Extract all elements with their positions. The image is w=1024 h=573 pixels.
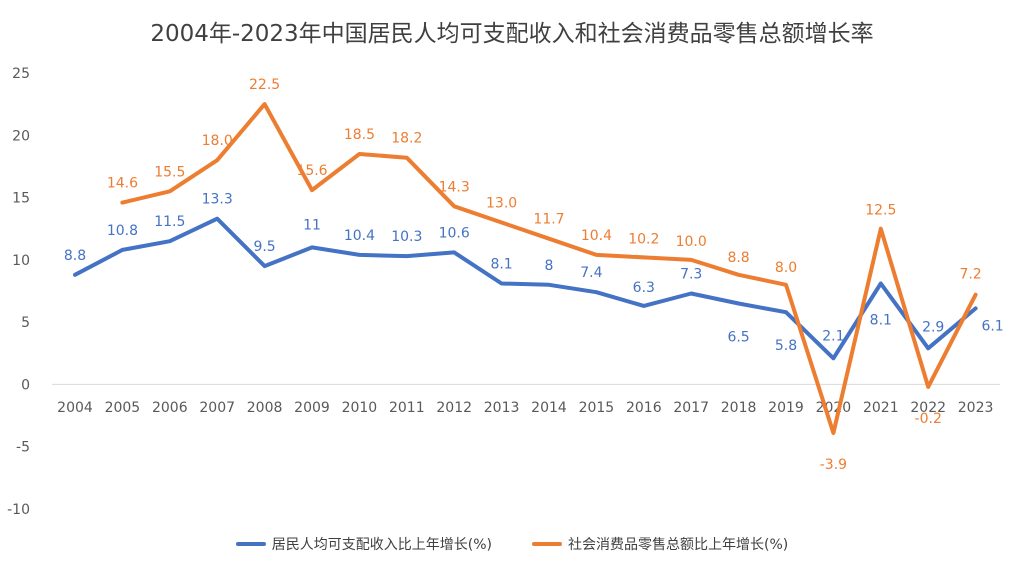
data-label: 6.3 <box>633 280 655 296</box>
legend-label-retail: 社会消费品零售总额比上年增长(%) <box>568 537 789 553</box>
y-tick-label: 15 <box>12 191 30 207</box>
x-tick-label: 2007 <box>199 400 235 416</box>
legend-item-retail: 社会消费品零售总额比上年增长(%) <box>532 534 788 554</box>
data-label: 8.1 <box>490 257 512 273</box>
data-label: 2.1 <box>822 328 844 344</box>
data-label: 5.8 <box>775 338 797 354</box>
x-tick-label: 2011 <box>389 400 425 416</box>
y-tick-label: 25 <box>12 66 30 82</box>
legend-label-income: 居民人均可支配收入比上年增长(%) <box>271 537 492 553</box>
data-label: 8 <box>545 258 554 274</box>
data-label: 10.4 <box>581 228 612 244</box>
data-label: -0.2 <box>915 411 942 427</box>
data-label: 6.5 <box>727 329 749 345</box>
data-label: 10.3 <box>391 229 422 245</box>
x-tick-label: 2008 <box>247 400 283 416</box>
data-label: 14.6 <box>107 176 138 192</box>
y-tick-label: 20 <box>12 128 30 144</box>
data-label: 8.8 <box>64 248 86 264</box>
x-tick-label: 2010 <box>342 400 378 416</box>
data-label: 18.5 <box>344 127 375 143</box>
data-label: 11.7 <box>533 212 564 228</box>
data-label: 9.5 <box>253 239 275 255</box>
data-label: 10.8 <box>107 223 138 239</box>
data-label: 8.8 <box>727 250 749 266</box>
data-label: 13.0 <box>486 195 517 211</box>
data-label: 12.5 <box>865 203 896 219</box>
x-tick-label: 2009 <box>294 400 330 416</box>
data-label: 11.5 <box>154 214 185 230</box>
x-tick-label: 2015 <box>579 400 615 416</box>
data-label: 10.2 <box>628 231 659 247</box>
series-line-income <box>73 216 978 361</box>
data-label: 7.3 <box>680 266 702 282</box>
y-tick-label: -5 <box>16 440 30 456</box>
data-label: 2.9 <box>922 319 944 335</box>
legend: 居民人均可支配收入比上年增长(%) 社会消费品零售总额比上年增长(%) <box>0 534 1024 554</box>
x-tick-label: 2021 <box>863 400 899 416</box>
x-tick-label: 2012 <box>436 400 472 416</box>
x-tick-label: 2019 <box>768 400 804 416</box>
x-tick-label: 2018 <box>721 400 757 416</box>
data-label: 15.6 <box>296 163 327 179</box>
data-label: 6.1 <box>981 318 1003 334</box>
y-tick-label: 0 <box>21 377 30 393</box>
legend-swatch-retail <box>532 542 562 546</box>
data-label: 8.0 <box>775 260 797 276</box>
data-label: 7.4 <box>580 265 602 281</box>
data-label: 7.2 <box>959 267 981 283</box>
x-tick-label: 2005 <box>105 400 141 416</box>
y-tick-label: -10 <box>7 502 30 518</box>
x-tick-label: 2020 <box>816 400 852 416</box>
data-label: 10.6 <box>439 225 470 241</box>
data-label: 15.5 <box>154 164 185 180</box>
data-label: 22.5 <box>249 77 280 93</box>
x-tick-label: 2023 <box>958 400 994 416</box>
data-label: 11 <box>303 217 321 233</box>
x-tick-label: 2004 <box>57 400 93 416</box>
x-tick-label: 2014 <box>531 400 567 416</box>
x-tick-label: 2017 <box>673 400 709 416</box>
data-label: 13.3 <box>202 192 233 208</box>
legend-item-income: 居民人均可支配收入比上年增长(%) <box>235 534 492 554</box>
series-line-retail <box>120 102 978 435</box>
data-label: 10.4 <box>344 228 375 244</box>
data-label: 10.0 <box>676 234 707 250</box>
chart-title: 2004年-2023年中国居民人均可支配收入和社会消费品零售总额增长率 <box>150 21 874 47</box>
data-label: -3.9 <box>820 457 847 473</box>
data-label: 14.3 <box>439 179 470 195</box>
data-label: 18.2 <box>391 131 422 147</box>
legend-swatch-income <box>235 542 266 546</box>
x-tick-label: 2006 <box>152 400 188 416</box>
x-tick-label: 2022 <box>910 400 946 416</box>
x-tick-label: 2013 <box>484 400 520 416</box>
y-tick-label: 10 <box>12 253 30 269</box>
data-label: 18.0 <box>202 133 233 149</box>
y-tick-label: 5 <box>21 315 30 331</box>
x-tick-label: 2016 <box>626 400 662 416</box>
data-label: 8.1 <box>870 313 892 329</box>
